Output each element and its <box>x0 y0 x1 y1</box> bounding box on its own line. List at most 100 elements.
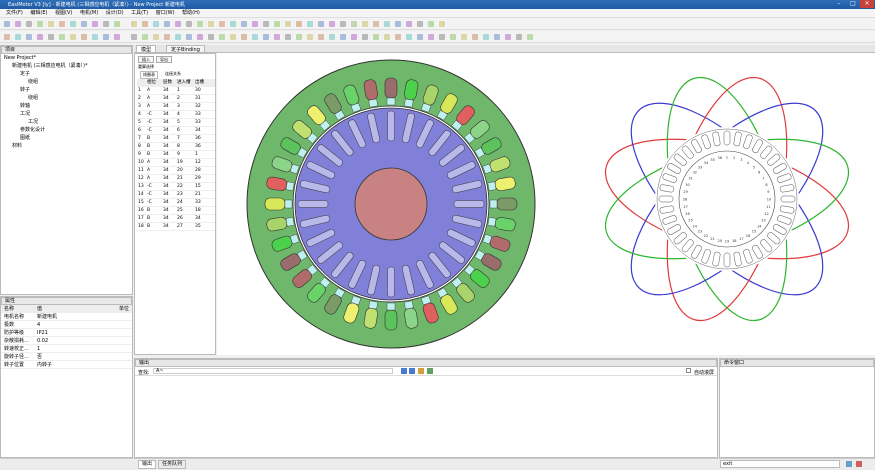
prev-icon[interactable] <box>401 368 407 374</box>
toolbar-icon[interactable] <box>186 34 192 40</box>
coil-table-row[interactable]: 7 B 34 7 36 <box>137 135 215 143</box>
coil-table-row[interactable]: 15 -C 34 24 33 <box>137 199 215 207</box>
tree-item[interactable]: 材料 <box>12 143 23 149</box>
minimize-button[interactable]: – <box>837 0 841 7</box>
toolbar-icon[interactable] <box>70 34 76 40</box>
toolbar-icon[interactable] <box>70 21 76 27</box>
toolbar-icon[interactable] <box>450 34 456 40</box>
stop-icon[interactable] <box>856 461 862 467</box>
property-row[interactable]: 转速校正... 1 <box>1 345 132 353</box>
menu-file[interactable]: 文件(F) <box>6 10 23 16</box>
toolbar-icon[interactable] <box>340 21 346 27</box>
toolbar-icon[interactable] <box>296 34 302 40</box>
property-value[interactable]: 否 <box>37 354 43 360</box>
coil-table-row[interactable]: 18 B 34 27 35 <box>137 223 215 231</box>
clear-icon[interactable] <box>418 368 424 374</box>
toolbar-icon[interactable] <box>494 34 500 40</box>
coil-table-row[interactable]: 8 B 34 8 36 <box>137 143 215 151</box>
coil-table-row[interactable]: 9 B 34 9 1 <box>137 151 215 159</box>
toolbar-icon[interactable] <box>15 34 21 40</box>
property-row[interactable]: 防护等级 IP21 <box>1 329 132 337</box>
model-canvas[interactable]: 1 2 3 4 5 6 7 8 9 10 11 12 13 14 15 16 17 18 19 20 21 22 23 24 2… <box>217 53 875 355</box>
toolbar-icon[interactable] <box>395 21 401 27</box>
toolbar-icon[interactable] <box>103 21 109 27</box>
subtab-connections[interactable]: 连接关系 <box>165 71 181 76</box>
tree-item[interactable]: 参数化设计 <box>20 127 46 133</box>
property-value[interactable]: IP21 <box>37 330 48 336</box>
toolbar-icon[interactable] <box>318 21 324 27</box>
property-row[interactable]: 转子位置 内转子 <box>1 361 132 369</box>
menu-help[interactable]: 帮助(H) <box>182 10 200 16</box>
auto-scroll-checkbox[interactable] <box>686 368 691 373</box>
toolbar-icon[interactable] <box>37 34 43 40</box>
coil-table-row[interactable]: 11 A 34 20 28 <box>137 167 215 175</box>
toolbar-icon[interactable] <box>406 34 412 40</box>
toolbar-icon[interactable] <box>307 21 313 27</box>
toolbar-icon[interactable] <box>241 34 247 40</box>
toolbar-icon[interactable] <box>131 21 137 27</box>
next-icon[interactable] <box>409 368 415 374</box>
toolbar-icon[interactable] <box>153 34 159 40</box>
toolbar-icon[interactable] <box>505 34 511 40</box>
toolbar-icon[interactable] <box>230 34 236 40</box>
toolbar-icon[interactable] <box>219 21 225 27</box>
toolbar-icon[interactable] <box>527 34 533 40</box>
toolbar-icon[interactable] <box>307 34 313 40</box>
toolbar-icon[interactable] <box>114 34 120 40</box>
coil-table-row[interactable]: 3 A 34 3 32 <box>137 103 215 111</box>
coil-table-row[interactable]: 12 A 34 21 29 <box>137 175 215 183</box>
toolbar-icon[interactable] <box>340 34 346 40</box>
coil-table-row[interactable]: 17 B 34 26 34 <box>137 215 215 223</box>
toolbar-icon[interactable] <box>384 21 390 27</box>
toolbar-icon[interactable] <box>103 34 109 40</box>
toolbar-icon[interactable] <box>428 34 434 40</box>
toolbar-icon[interactable] <box>48 21 54 27</box>
tree-item[interactable]: 新建电机 (三相感应电机（紧凑）)* <box>12 63 88 69</box>
tree-item[interactable]: 转子 <box>20 87 31 93</box>
toolbar-icon[interactable] <box>175 21 181 27</box>
tree-item[interactable]: 工况 <box>20 111 31 117</box>
toolbar-icon[interactable] <box>4 34 10 40</box>
toolbar-icon[interactable] <box>26 34 32 40</box>
toolbar-icon[interactable] <box>362 34 368 40</box>
toolbar-icon[interactable] <box>285 21 291 27</box>
toolbar-icon[interactable] <box>428 21 434 27</box>
toolbar-icon[interactable] <box>197 21 203 27</box>
toolbar-icon[interactable] <box>252 21 258 27</box>
coil-table-row[interactable]: 6 -C 34 6 34 <box>137 127 215 135</box>
toolbar-icon[interactable] <box>59 21 65 27</box>
toolbar-icon[interactable] <box>186 21 192 27</box>
coil-table-row[interactable]: 1 A 34 1 30 <box>137 87 215 95</box>
tree-item[interactable]: 转轴 <box>20 103 31 109</box>
menu-window[interactable]: 窗口(W) <box>155 10 175 16</box>
property-value[interactable]: 内转子 <box>37 362 53 368</box>
toolbar-icon[interactable] <box>472 34 478 40</box>
property-value[interactable]: 0.02 <box>37 338 49 344</box>
toolbar-icon[interactable] <box>263 21 269 27</box>
toolbar-icon[interactable] <box>263 34 269 40</box>
property-value[interactable]: 1 <box>37 346 41 352</box>
tab-output[interactable]: 输出 <box>138 460 157 469</box>
toolbar-icon[interactable] <box>114 21 120 27</box>
menu-edit[interactable]: 编辑(E) <box>30 10 48 16</box>
toolbar-icon[interactable] <box>219 34 225 40</box>
toolbar-icon[interactable] <box>329 21 335 27</box>
property-value[interactable]: 4 <box>37 322 41 328</box>
maximize-button[interactable]: □ <box>850 0 856 7</box>
toolbar-icon[interactable] <box>483 34 489 40</box>
property-row[interactable]: 极数 4 <box>1 321 132 329</box>
toolbar-icon[interactable] <box>241 21 247 27</box>
toolbar-icon[interactable] <box>285 34 291 40</box>
close-button[interactable]: ✕ <box>860 0 874 8</box>
property-row[interactable]: 杂散损耗... 0.02 <box>1 337 132 345</box>
coil-table-row[interactable]: 16 B 34 25 18 <box>137 207 215 215</box>
toolbar-icon[interactable] <box>4 21 10 27</box>
toolbar-icon[interactable] <box>417 34 423 40</box>
command-input[interactable]: exit <box>720 460 840 468</box>
toolbar-icon[interactable] <box>461 34 467 40</box>
menu-motor[interactable]: 电机(M) <box>79 10 99 16</box>
toolbar-icon[interactable] <box>252 34 258 40</box>
toolbar-icon[interactable] <box>92 21 98 27</box>
toolbar-icon[interactable] <box>230 21 236 27</box>
toolbar-icon[interactable] <box>197 34 203 40</box>
